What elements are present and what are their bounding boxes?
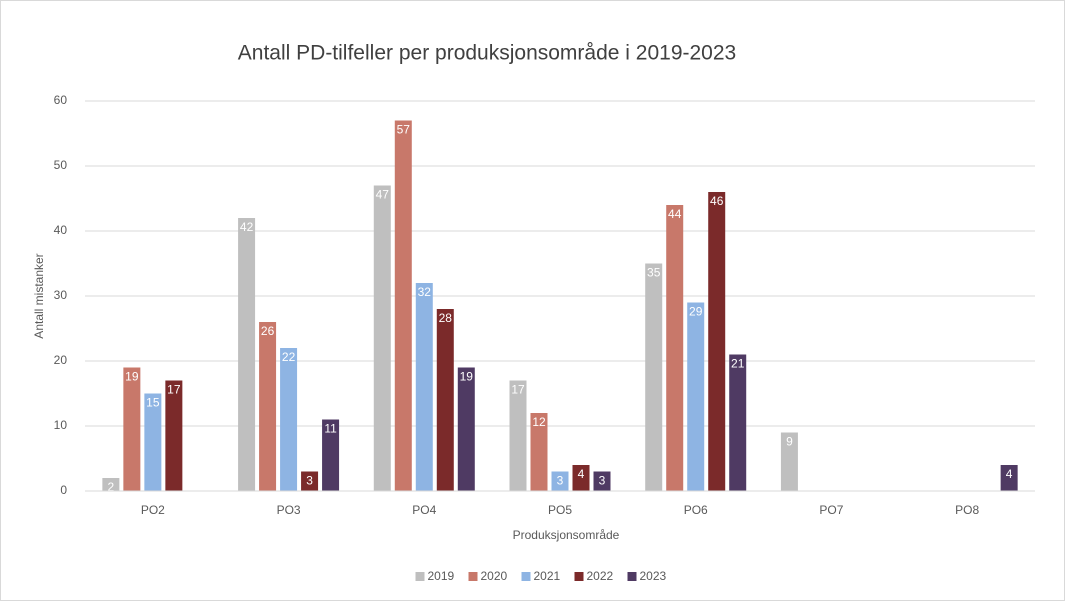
y-tick-label: 20	[54, 353, 68, 367]
y-tick-label: 10	[54, 418, 68, 432]
value-label: 22	[282, 350, 296, 364]
value-label: 46	[710, 194, 724, 208]
value-label: 19	[125, 370, 139, 384]
x-axis-label: Produksjonsområde	[513, 528, 620, 542]
value-label: 12	[532, 415, 546, 429]
bar	[551, 471, 569, 491]
x-tick-label: PO3	[277, 503, 301, 517]
bar	[1000, 465, 1018, 491]
legend-label: 2020	[481, 569, 508, 583]
value-label: 47	[376, 188, 390, 202]
value-label: 42	[240, 220, 254, 234]
value-label: 3	[306, 474, 313, 488]
value-label: 57	[397, 123, 411, 137]
bar	[457, 367, 475, 491]
y-tick-label: 30	[54, 288, 68, 302]
bar	[530, 413, 548, 491]
y-tick-label: 0	[60, 483, 67, 497]
x-tick-label: PO5	[548, 503, 572, 517]
x-tick-label: PO4	[412, 503, 436, 517]
legend-swatch	[627, 572, 637, 581]
value-label: 15	[146, 396, 160, 410]
bar	[144, 393, 162, 491]
value-label: 44	[668, 207, 682, 221]
bar	[301, 471, 319, 491]
legend-label: 2023	[640, 569, 667, 583]
x-tick-label: PO8	[955, 503, 979, 517]
bar	[509, 380, 527, 491]
legend-swatch	[521, 572, 531, 581]
bar	[238, 218, 256, 491]
value-label: 32	[418, 285, 432, 299]
x-tick-label: PO7	[819, 503, 843, 517]
bar	[666, 205, 684, 491]
bar	[373, 185, 391, 491]
value-label: 3	[557, 474, 564, 488]
value-label: 28	[439, 311, 453, 325]
value-label: 17	[511, 383, 525, 397]
y-tick-label: 50	[54, 158, 68, 172]
value-label: 3	[599, 474, 606, 488]
value-label: 21	[731, 357, 745, 371]
bar	[572, 465, 590, 491]
bar	[436, 309, 454, 491]
chart-title: Antall PD-tilfeller per produksjonsområd…	[238, 42, 736, 65]
bar	[102, 478, 120, 491]
value-label: 17	[167, 383, 181, 397]
value-label: 4	[1006, 467, 1013, 481]
value-label: 4	[578, 467, 585, 481]
bar	[280, 348, 298, 491]
legend-label: 2022	[587, 569, 614, 583]
legend-label: 2021	[534, 569, 561, 583]
y-tick-label: 40	[54, 223, 68, 237]
bar	[593, 471, 611, 491]
bar	[259, 322, 277, 491]
value-label: 26	[261, 324, 275, 338]
bar	[708, 192, 726, 491]
bar	[415, 283, 433, 491]
bar	[394, 120, 412, 491]
legend-swatch	[468, 572, 478, 581]
y-tick-label: 60	[54, 93, 68, 107]
value-label: 11	[324, 422, 337, 436]
x-tick-label: PO6	[684, 503, 708, 517]
x-tick-label: PO2	[141, 503, 165, 517]
bar	[123, 367, 141, 491]
legend-label: 2019	[428, 569, 455, 583]
bar	[322, 419, 340, 491]
bar	[645, 263, 663, 491]
value-label: 29	[689, 305, 703, 319]
value-label: 9	[786, 435, 793, 449]
bar	[729, 354, 747, 491]
value-label: 19	[460, 370, 474, 384]
legend-swatch	[574, 572, 584, 581]
y-axis-label: Antall mistanker	[32, 253, 46, 338]
value-label: 35	[647, 266, 661, 280]
bar	[687, 302, 705, 491]
value-label: 2	[108, 480, 115, 494]
bar	[780, 432, 798, 491]
legend-swatch	[415, 572, 425, 581]
bar	[165, 380, 183, 491]
